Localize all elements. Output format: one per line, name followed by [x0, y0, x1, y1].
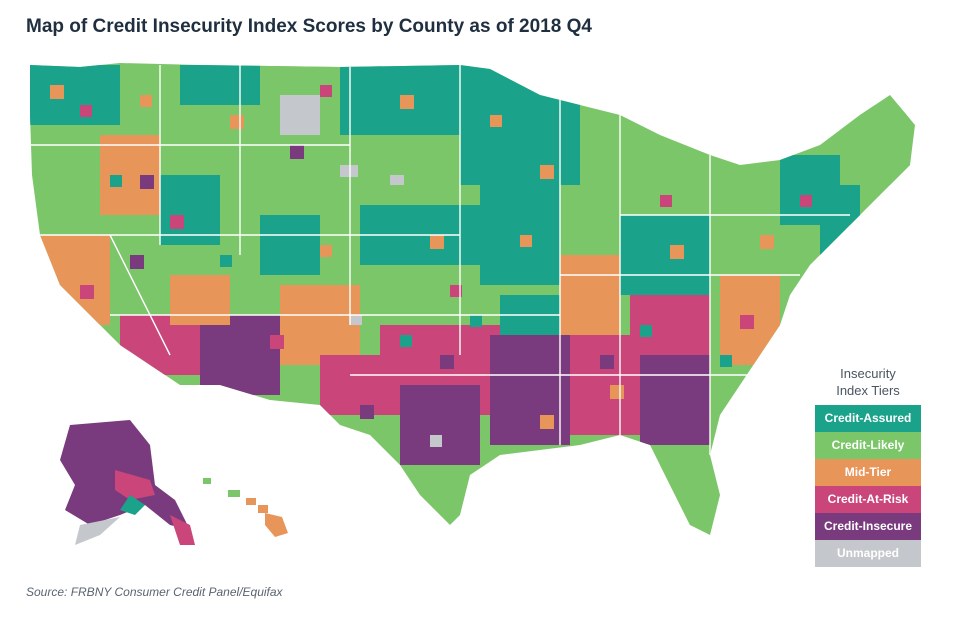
- legend: Insecurity Index Tiers Credit-Assured Cr…: [815, 365, 921, 567]
- legend-item-mid-tier: Mid-Tier: [815, 459, 921, 486]
- legend-item-unmapped: Unmapped: [815, 540, 921, 567]
- legend-title-line1: Insecurity: [840, 366, 896, 381]
- legend-item-credit-insecure: Credit-Insecure: [815, 513, 921, 540]
- alaska: [60, 420, 195, 545]
- hawaii: [203, 478, 288, 537]
- us-county-map: [30, 63, 915, 545]
- legend-item-credit-assured: Credit-Assured: [815, 405, 921, 432]
- legend-title: Insecurity Index Tiers: [815, 365, 921, 399]
- page-title: Map of Credit Insecurity Index Scores by…: [26, 16, 592, 37]
- legend-title-line2: Index Tiers: [836, 383, 900, 398]
- source-note: Source: FRBNY Consumer Credit Panel/Equi…: [26, 585, 283, 599]
- legend-item-credit-likely: Credit-Likely: [815, 432, 921, 459]
- legend-item-credit-at-risk: Credit-At-Risk: [815, 486, 921, 513]
